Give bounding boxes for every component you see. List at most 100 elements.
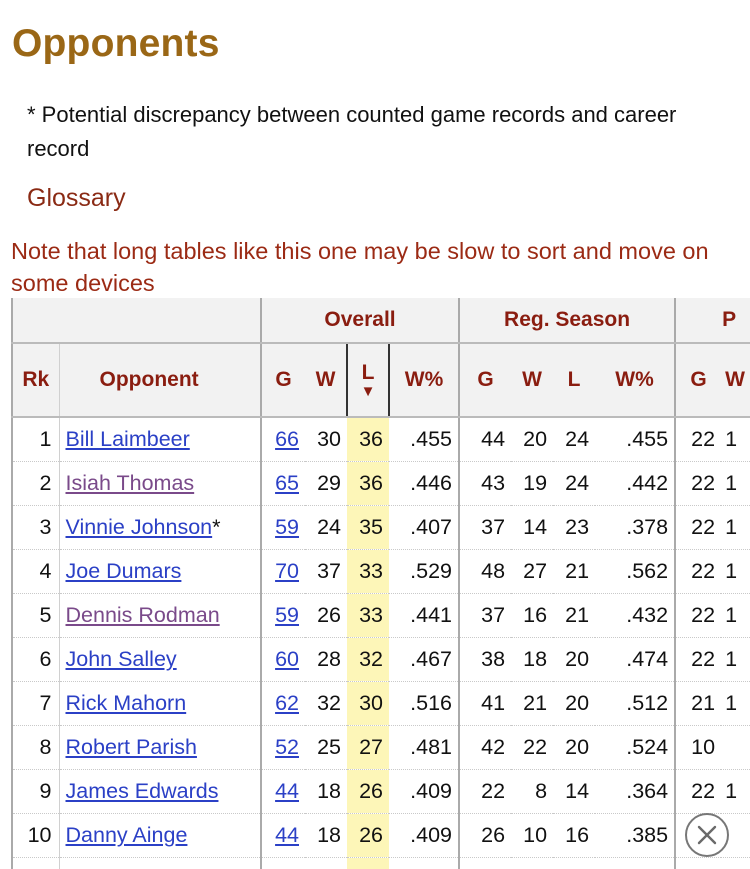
opponent-cell: Dennis Rodman	[58, 593, 261, 638]
rank-cell: 9	[11, 769, 59, 814]
overall-games-link[interactable]: 44	[275, 779, 299, 803]
overall-games-cell: 62	[260, 681, 305, 726]
overall-wpct-cell	[389, 857, 460, 869]
reg-wins-cell: 20	[511, 417, 554, 462]
opponent-link[interactable]: Bill Laimbeer	[65, 427, 190, 451]
reg-games-cell: 41	[458, 681, 512, 726]
col-header-reg-l[interactable]: L	[553, 343, 596, 418]
reg-games-cell: 43	[458, 461, 512, 506]
group-header-row: Overall Reg. Season P	[11, 298, 750, 344]
opponent-link[interactable]: Dennis Rodman	[65, 603, 220, 627]
opponent-cell: Danny Ainge	[58, 813, 261, 858]
overall-losses-cell: 33	[347, 549, 389, 594]
overall-games-link[interactable]: 59	[275, 515, 299, 539]
reg-wins-cell: 14	[511, 505, 554, 550]
reg-wpct-cell: .455	[595, 417, 676, 462]
reg-wins-cell: 27	[511, 549, 554, 594]
overall-wpct-cell: .441	[389, 593, 460, 638]
reg-games-cell: 37	[458, 505, 512, 550]
overall-games-link[interactable]: 65	[275, 471, 299, 495]
overall-wins-cell: 37	[305, 549, 347, 594]
overall-games-link[interactable]: 70	[275, 559, 299, 583]
reg-losses-cell: 20	[553, 725, 596, 770]
overall-games-link[interactable]: 52	[275, 735, 299, 759]
col-header-overall-wpct[interactable]: W%	[389, 343, 460, 418]
playoff-games-cell: 10	[674, 725, 722, 770]
opponent-link[interactable]: Isiah Thomas	[65, 471, 195, 495]
col-header-reg-g[interactable]: G	[458, 343, 512, 418]
close-x-glyph	[697, 825, 717, 845]
overall-wins-cell	[305, 857, 347, 869]
table-row: 1 Bill Laimbeer 66 30 36 .455 44 20 24 .…	[11, 417, 750, 462]
opponent-cell: Isiah Thomas	[58, 461, 261, 506]
table-row: 4 Joe Dumars 70 37 33 .529 48 27 21 .562…	[11, 549, 750, 594]
opponent-cell: Bill Laimbeer	[58, 417, 261, 462]
reg-wpct-cell	[595, 857, 676, 869]
overall-games-cell: 52	[260, 725, 305, 770]
opponent-link[interactable]: Vinnie Johnson	[65, 515, 213, 539]
reg-wpct-cell: .442	[595, 461, 676, 506]
reg-wpct-cell: .364	[595, 769, 676, 814]
reg-losses-cell: 21	[553, 593, 596, 638]
playoff-games-cell: 22	[674, 461, 722, 506]
col-header-reg-wpct[interactable]: W%	[595, 343, 676, 418]
overall-losses-cell: 36	[347, 417, 389, 462]
playoff-wins-cell: 1	[721, 637, 750, 682]
overall-losses-cell	[347, 857, 389, 869]
overall-losses-cell: 33	[347, 593, 389, 638]
opponent-link[interactable]: James Edwards	[65, 779, 219, 803]
close-icon[interactable]	[685, 813, 729, 857]
opponent-cell	[58, 857, 261, 869]
overall-games-link[interactable]: 62	[275, 691, 299, 715]
rank-cell: 2	[11, 461, 59, 506]
overall-games-link[interactable]: 44	[275, 823, 299, 847]
col-header-playoff-g[interactable]: G	[674, 343, 722, 418]
glossary-toggle[interactable]: Glossary	[27, 184, 126, 212]
overall-games-cell: 70	[260, 549, 305, 594]
playoff-wins-cell: 1	[721, 681, 750, 726]
col-header-overall-l[interactable]: L ▼	[346, 342, 390, 418]
col-header-overall-w[interactable]: W	[305, 343, 347, 418]
reg-losses-cell: 21	[553, 549, 596, 594]
reg-wins-cell: 19	[511, 461, 554, 506]
overall-games-link[interactable]: 66	[275, 427, 299, 451]
opponent-link[interactable]: John Salley	[65, 647, 177, 671]
col-header-rk[interactable]: Rk	[11, 343, 59, 418]
reg-losses-cell: 20	[553, 637, 596, 682]
overall-losses-cell: 27	[347, 725, 389, 770]
reg-games-cell: 37	[458, 593, 512, 638]
overall-losses-cell: 36	[347, 461, 389, 506]
group-header-playoffs: P	[674, 298, 750, 344]
opponents-table-wrapper[interactable]: Overall Reg. Season P Rk Opponent G W L …	[11, 298, 750, 869]
col-header-overall-g[interactable]: G	[260, 343, 305, 418]
opponent-link[interactable]: Joe Dumars	[65, 559, 182, 583]
playoff-games-cell: 22	[674, 637, 722, 682]
reg-games-cell: 26	[458, 813, 512, 858]
col-header-reg-w[interactable]: W	[511, 343, 554, 418]
opponent-link[interactable]: Robert Parish	[65, 735, 197, 759]
reg-wpct-cell: .562	[595, 549, 676, 594]
reg-wins-cell	[511, 857, 554, 869]
col-header-playoff-w[interactable]: W	[721, 343, 750, 418]
overall-games-link[interactable]: 59	[275, 603, 299, 627]
playoff-games-cell: 21	[674, 681, 722, 726]
reg-wins-cell: 10	[511, 813, 554, 858]
opponent-cell: Joe Dumars	[58, 549, 261, 594]
col-header-opponent[interactable]: Opponent	[58, 343, 261, 418]
overall-wins-cell: 18	[305, 769, 347, 814]
reg-wins-cell: 8	[511, 769, 554, 814]
playoff-games-cell: 22	[674, 549, 722, 594]
column-header-row: Rk Opponent G W L ▼ W% G W L W% G W	[11, 342, 750, 418]
opponent-link[interactable]: Danny Ainge	[65, 823, 188, 847]
group-header-overall: Overall	[259, 298, 460, 344]
overall-losses-cell: 30	[347, 681, 389, 726]
opponent-link[interactable]: Rick Mahorn	[65, 691, 187, 715]
overall-wins-cell: 26	[305, 593, 347, 638]
discrepancy-mark: *	[212, 515, 221, 539]
overall-games-link[interactable]: 60	[275, 647, 299, 671]
reg-losses-cell: 24	[553, 417, 596, 462]
reg-games-cell: 44	[458, 417, 512, 462]
playoff-wins-cell: 1	[721, 417, 750, 462]
table-row: 6 John Salley 60 28 32 .467 38 18 20 .47…	[11, 637, 750, 682]
rank-cell: 10	[11, 813, 59, 858]
